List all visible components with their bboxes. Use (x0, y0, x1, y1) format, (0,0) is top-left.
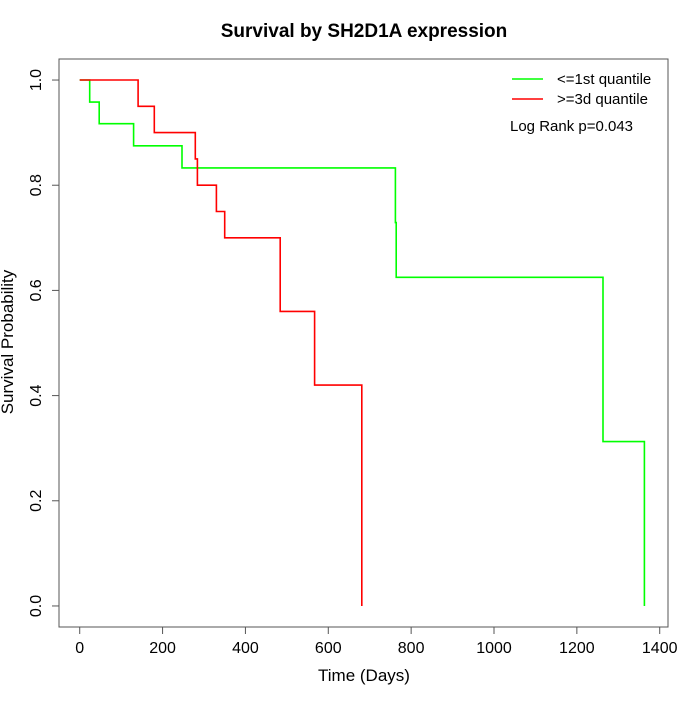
log-rank-annotation: Log Rank p=0.043 (510, 118, 633, 135)
y-tick-label: 0.4 (28, 384, 45, 406)
y-tick-label: 0.2 (28, 490, 45, 512)
chart-title: Survival by SH2D1A expression (221, 21, 508, 42)
y-tick-label: 0.8 (28, 174, 45, 196)
legend-label: >=3d quantile (557, 91, 648, 108)
y-tick-label: 1.0 (28, 69, 45, 91)
x-axis: 0 200 400 600 800 1000 1200 1400 (75, 626, 678, 657)
x-tick-label: 0 (75, 640, 84, 657)
x-tick-label: 400 (232, 640, 259, 657)
y-tick-label: 0.0 (28, 595, 45, 617)
y-axis-label: Survival Probability (0, 269, 17, 414)
x-tick-label: 600 (315, 640, 342, 657)
y-axis: 0.0 0.2 0.4 0.6 0.8 1.0 (28, 69, 60, 617)
plot-frame (58, 58, 669, 628)
series-line-1 (79, 79, 646, 606)
x-tick-label: 1200 (559, 640, 595, 657)
x-tick-label: 1400 (642, 640, 678, 657)
legend: <=1st quantile >=3d quantile (512, 71, 651, 108)
series-line-2 (79, 79, 363, 606)
x-tick-label: 200 (149, 640, 176, 657)
x-axis-label: Time (Days) (318, 666, 410, 685)
x-tick-label: 800 (398, 640, 425, 657)
x-tick-label: 1000 (476, 640, 512, 657)
y-tick-label: 0.6 (28, 279, 45, 301)
legend-label: <=1st quantile (557, 71, 651, 88)
series-lines (79, 79, 646, 606)
